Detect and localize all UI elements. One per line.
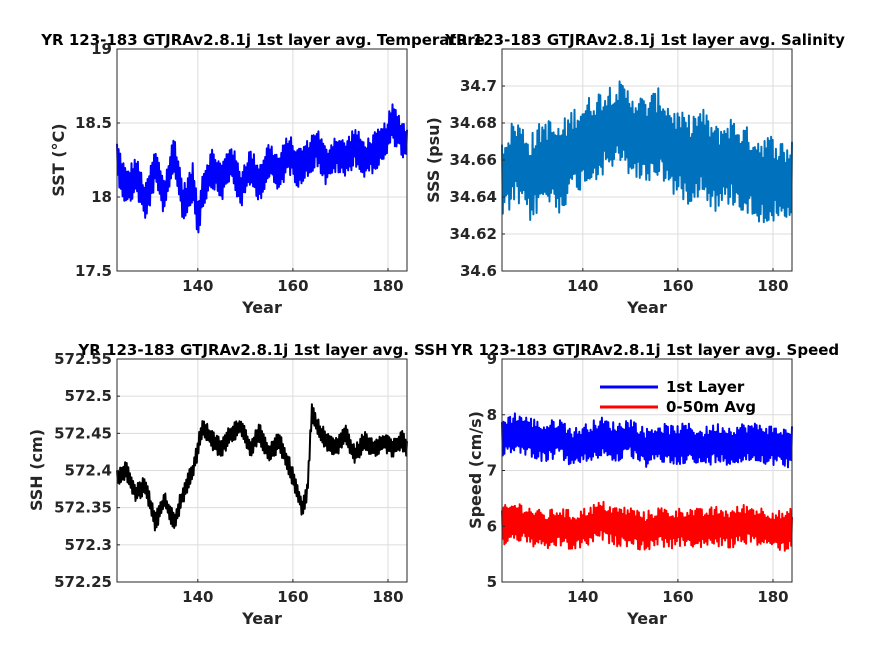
series-line-main (116, 103, 408, 234)
y-tick-label: 17.5 (75, 262, 112, 280)
x-tick-label: 180 (757, 588, 788, 606)
y-axis-label: Speed (cm/s) (466, 411, 485, 529)
y-tick-label: 34.64 (450, 188, 497, 206)
x-tick-label: 140 (567, 588, 598, 606)
y-tick-label: 8 (487, 406, 497, 424)
data-layer (116, 403, 408, 532)
x-ticks: 140 160 180 (182, 268, 404, 295)
x-ticks: 140 160 180 (182, 579, 404, 606)
y-tick-label: 572.55 (54, 350, 112, 368)
y-ticks: 34.6 34.62 34.64 34.66 34.68 34.7 (450, 77, 505, 280)
y-tick-label: 7 (487, 462, 497, 480)
panel-sss: YR 123-183 GTJRAv2.8.1j 1st layer avg. S… (424, 31, 845, 317)
y-tick-label: 9 (487, 350, 497, 368)
panel-speed: YR 123-183 GTJRAv2.8.1j 1st layer avg. S… (450, 341, 839, 628)
legend: 1st Layer 0-50m Avg (600, 378, 756, 416)
panel-sst: YR 123-183 GTJRAv2.8.1j 1st layer avg. T… (40, 31, 485, 317)
y-tick-label: 5 (487, 573, 497, 591)
x-tick-label: 140 (182, 277, 213, 295)
x-axis-label: Year (626, 298, 667, 317)
x-ticks: 140 160 180 (567, 579, 789, 606)
y-ticks: 572.25 572.3 572.35 572.4 572.45 572.5 572.55 (54, 350, 120, 591)
x-tick-label: 160 (662, 277, 693, 295)
y-tick-label: 572.35 (54, 499, 112, 517)
y-axis-label: SSH (cm) (27, 429, 46, 511)
x-tick-label: 160 (277, 277, 308, 295)
y-tick-label: 18 (91, 188, 112, 206)
series-line-0-50m-avg (501, 500, 793, 552)
y-tick-label: 34.62 (450, 225, 497, 243)
data-layer (501, 412, 793, 552)
data-layer (501, 80, 793, 224)
chart-title: YR 123-183 GTJRAv2.8.1j 1st layer avg. T… (40, 31, 485, 49)
y-tick-label: 34.6 (460, 262, 497, 280)
y-tick-label: 572.5 (65, 387, 112, 405)
legend-label-0-50m-avg: 0-50m Avg (666, 398, 756, 416)
y-axis-label: SST (°C) (49, 123, 68, 196)
y-tick-label: 34.66 (450, 151, 497, 169)
y-tick-label: 18.5 (75, 114, 112, 132)
panel-ssh: YR 123-183 GTJRAv2.8.1j 1st layer avg. S… (27, 341, 448, 628)
chart-title: YR 123-183 GTJRAv2.8.1j 1st layer avg. S… (77, 341, 447, 359)
x-tick-label: 160 (662, 588, 693, 606)
data-layer (116, 103, 408, 234)
x-tick-label: 160 (277, 588, 308, 606)
x-tick-label: 180 (372, 277, 403, 295)
chart-title: YR 123-183 GTJRAv2.8.1j 1st layer avg. S… (450, 341, 839, 359)
series-line-1st-layer (501, 412, 793, 469)
x-axis-label: Year (241, 298, 282, 317)
chart-title: YR 123-183 GTJRAv2.8.1j 1st layer avg. S… (444, 31, 845, 49)
axes-box (116, 48, 408, 272)
y-ticks: 5 6 7 8 9 (487, 350, 505, 591)
series-line-main (116, 403, 408, 532)
x-axis-label: Year (626, 609, 667, 628)
y-tick-label: 19 (91, 40, 112, 58)
y-ticks: 17.5 18 18.5 19 (75, 40, 120, 280)
y-tick-label: 572.4 (65, 462, 112, 480)
legend-label-1st-layer: 1st Layer (666, 378, 745, 396)
y-tick-label: 6 (487, 517, 497, 535)
y-tick-label: 34.68 (450, 114, 497, 132)
y-tick-label: 572.25 (54, 573, 112, 591)
y-tick-label: 572.45 (54, 424, 112, 442)
x-tick-label: 180 (372, 588, 403, 606)
x-ticks: 140 160 180 (567, 268, 789, 295)
y-tick-label: 34.7 (460, 77, 497, 95)
y-tick-label: 572.3 (65, 536, 112, 554)
x-tick-label: 180 (757, 277, 788, 295)
series-line-main (501, 80, 793, 224)
x-tick-label: 140 (182, 588, 213, 606)
x-tick-label: 140 (567, 277, 598, 295)
x-axis-label: Year (241, 609, 282, 628)
y-axis-label: SSS (psu) (424, 117, 443, 203)
